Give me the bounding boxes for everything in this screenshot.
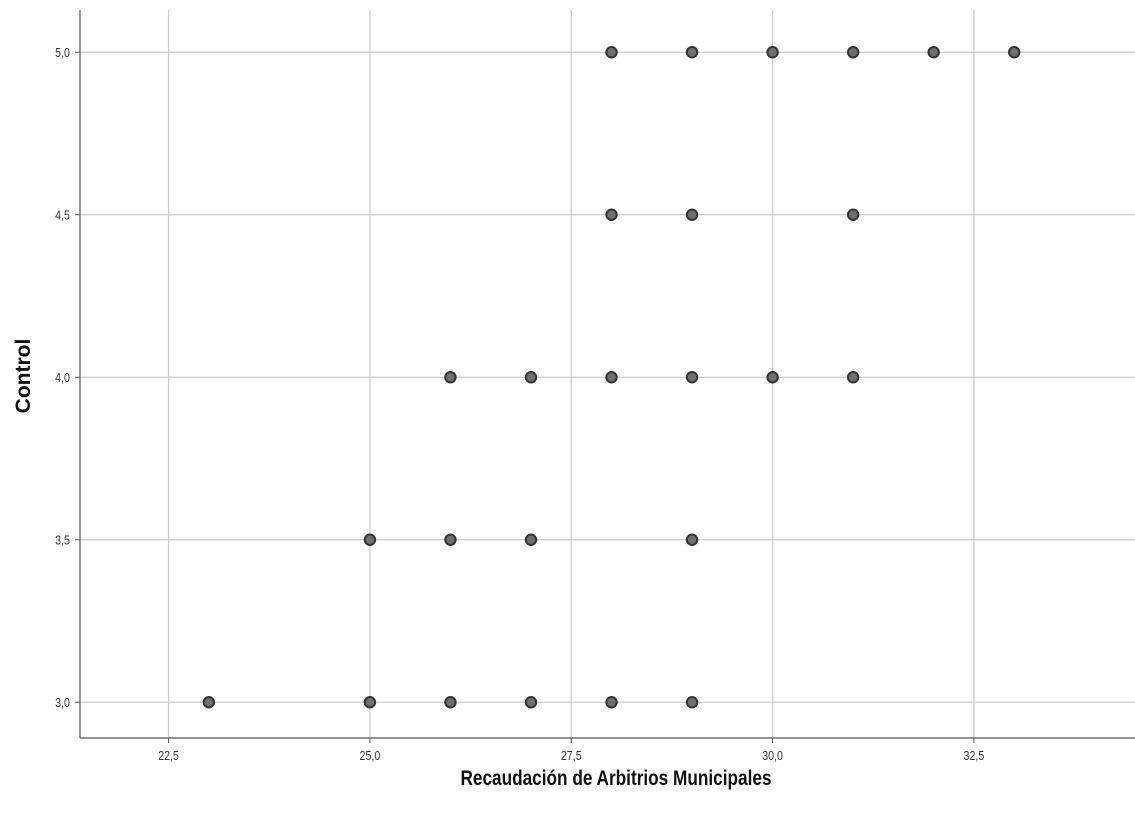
data-point <box>605 371 618 384</box>
data-point <box>605 696 618 709</box>
data-point <box>524 371 538 384</box>
data-point <box>685 371 699 384</box>
y-tick-label: 4,5 <box>55 208 70 223</box>
y-tick-label: 5,0 <box>55 45 70 60</box>
x-tick-label: 27,5 <box>561 748 582 763</box>
data-point <box>444 533 457 546</box>
y-tick-label: 4,0 <box>55 370 70 385</box>
data-point <box>1007 46 1021 59</box>
data-point <box>766 371 779 384</box>
x-axis-title: Recaudación de Arbitrios Municipales <box>460 768 771 791</box>
data-point <box>846 46 860 59</box>
x-tick-label: 32,5 <box>964 748 985 763</box>
y-tick-label: 3,0 <box>55 695 70 710</box>
data-point <box>685 696 699 709</box>
data-point <box>363 533 377 546</box>
data-point <box>685 208 699 221</box>
x-tick-label: 25,0 <box>360 748 381 763</box>
data-point <box>766 46 779 59</box>
data-point <box>444 696 457 709</box>
data-point <box>685 46 699 59</box>
data-points <box>202 46 1021 709</box>
data-point <box>605 46 618 59</box>
y-tick-label: 3,5 <box>55 533 70 548</box>
x-tick-label: 22,5 <box>158 748 179 763</box>
data-point <box>524 533 538 546</box>
data-point <box>685 533 699 546</box>
data-point <box>524 696 538 709</box>
axes <box>75 10 1135 743</box>
tick-labels: 22,5 25,0 27,5 30,0 32,5 3,0 3,5 4,0 4,5 5,0 <box>55 45 984 763</box>
data-point <box>846 371 860 384</box>
data-point <box>202 696 216 709</box>
data-point <box>605 208 618 221</box>
data-point <box>444 371 457 384</box>
data-point <box>846 208 860 221</box>
data-point <box>927 46 940 59</box>
x-tick-label: 30,0 <box>762 748 783 763</box>
data-point <box>363 696 377 709</box>
y-axis-title: Control <box>12 339 35 414</box>
